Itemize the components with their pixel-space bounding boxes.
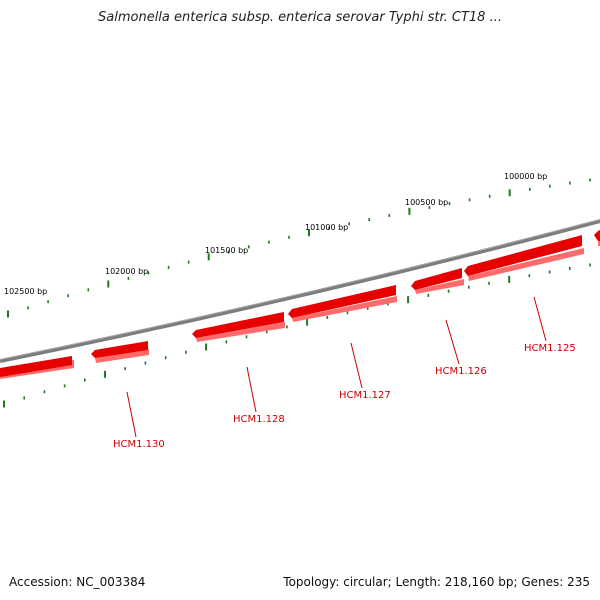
gene-label-hcm1-128: HCM1.128 xyxy=(233,414,285,425)
scale-label-101500: 101500 bp xyxy=(205,246,248,255)
scale-label-102500: 102500 bp xyxy=(4,287,47,296)
gene-hcm1-126-arrow[interactable] xyxy=(411,268,464,294)
gene-hcm1-128-arrow[interactable] xyxy=(192,312,285,342)
gene-hcm1-124-arrow[interactable] xyxy=(594,230,600,246)
scale-label-101000: 101000 bp xyxy=(305,223,348,232)
gene-hcm1-129-arrow[interactable] xyxy=(91,341,149,363)
gene-label-hcm1-130: HCM1.130 xyxy=(113,439,165,450)
gene-hcm1-130-arrow[interactable] xyxy=(0,356,74,379)
gene-label-hcm1-125: HCM1.125 xyxy=(524,343,576,354)
accession-text: Accession: NC_003384 xyxy=(9,575,146,589)
inner-tick-ring xyxy=(3,263,591,408)
scale-label-102000: 102000 bp xyxy=(105,267,148,276)
backbone-track xyxy=(0,219,600,363)
scale-label-100500: 100500 bp xyxy=(405,198,448,207)
gene-hcm1-125-arrow[interactable] xyxy=(464,235,584,281)
gene-hcm1-127-arrow[interactable] xyxy=(288,285,397,322)
map-title: Salmonella enterica subsp. enterica sero… xyxy=(98,10,502,25)
scale-label-100000: 100000 bp xyxy=(504,172,547,181)
outer-tick-ring xyxy=(7,178,591,318)
gene-label-hcm1-126: HCM1.126 xyxy=(435,366,487,377)
summary-text: Topology: circular; Length: 218,160 bp; … xyxy=(283,575,590,589)
gene-label-hcm1-127: HCM1.127 xyxy=(339,390,391,401)
